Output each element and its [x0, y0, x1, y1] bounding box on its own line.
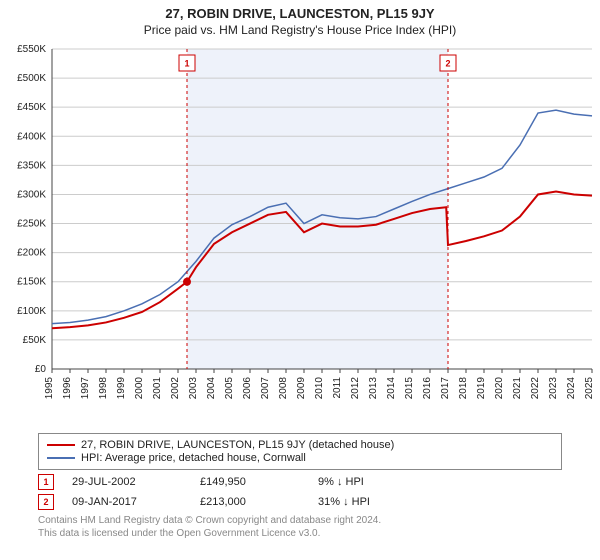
event-delta: 31% ↓ HPI [318, 496, 370, 508]
x-tick-label: 2015 [404, 377, 415, 400]
event-price: £149,950 [200, 476, 300, 488]
x-tick-label: 2014 [386, 377, 397, 400]
x-tick-label: 2018 [458, 377, 469, 400]
x-tick-label: 2021 [512, 377, 523, 400]
y-tick-label: £100K [17, 306, 46, 317]
x-tick-label: 2016 [422, 377, 433, 400]
x-tick-label: 2008 [278, 377, 289, 400]
footnote-line: This data is licensed under the Open Gov… [38, 527, 562, 540]
y-tick-label: £550K [17, 44, 46, 55]
x-tick-label: 2013 [368, 377, 379, 400]
header: 27, ROBIN DRIVE, LAUNCESTON, PL15 9JY Pr… [0, 0, 600, 39]
x-tick-label: 1996 [62, 377, 73, 400]
x-tick-label: 1999 [116, 377, 127, 400]
event-price: £213,000 [200, 496, 300, 508]
legend-item: 27, ROBIN DRIVE, LAUNCESTON, PL15 9JY (d… [47, 439, 553, 451]
legend: 27, ROBIN DRIVE, LAUNCESTON, PL15 9JY (d… [38, 433, 562, 470]
sale-point [183, 278, 191, 286]
event-delta: 9% ↓ HPI [318, 476, 364, 488]
x-tick-label: 1998 [98, 377, 109, 400]
x-tick-label: 2003 [188, 377, 199, 400]
x-tick-label: 2020 [494, 377, 505, 400]
chart-container: £0 £50K £100K £150K £200K £250K £300K £350K £400… [0, 39, 600, 429]
event-marker-label: 2 [445, 58, 450, 68]
event-date: 09-JAN-2017 [72, 496, 182, 508]
event-date: 29-JUL-2002 [72, 476, 182, 488]
x-tick-label: 2025 [584, 377, 595, 400]
y-tick-label: £200K [17, 248, 46, 259]
footnote: Contains HM Land Registry data © Crown c… [38, 514, 562, 540]
y-tick-label: £300K [17, 189, 46, 200]
legend-label: 27, ROBIN DRIVE, LAUNCESTON, PL15 9JY (d… [81, 439, 394, 451]
x-tick-label: 2001 [152, 377, 163, 400]
event-row: 2 09-JAN-2017 £213,000 31% ↓ HPI [38, 494, 562, 510]
x-tick-label: 2024 [566, 377, 577, 400]
legend-swatch [47, 444, 75, 446]
x-tick-label: 2019 [476, 377, 487, 400]
line-chart: £0 £50K £100K £150K £200K £250K £300K £350K £400… [0, 39, 600, 429]
x-tick-label: 2022 [530, 377, 541, 400]
legend-swatch [47, 457, 75, 459]
event-marker-icon: 2 [38, 494, 54, 510]
x-tick-label: 2010 [314, 377, 325, 400]
legend-label: HPI: Average price, detached house, Corn… [81, 452, 306, 464]
x-tick-label: 2006 [242, 377, 253, 400]
footnote-line: Contains HM Land Registry data © Crown c… [38, 514, 562, 527]
y-tick-label: £250K [17, 219, 46, 230]
x-tick-label: 2012 [350, 377, 361, 400]
y-tick-label: £150K [17, 277, 46, 288]
x-tick-label: 1995 [44, 377, 55, 400]
page-subtitle: Price paid vs. HM Land Registry's House … [0, 23, 600, 37]
legend-item: HPI: Average price, detached house, Corn… [47, 452, 553, 464]
x-tick-label: 2023 [548, 377, 559, 400]
event-marker-icon: 1 [38, 474, 54, 490]
x-tick-label: 2007 [260, 377, 271, 400]
event-marker-label: 1 [184, 58, 189, 68]
x-tick-label: 2017 [440, 377, 451, 400]
event-list: 1 29-JUL-2002 £149,950 9% ↓ HPI 2 09-JAN-2017… [38, 474, 562, 510]
page-title: 27, ROBIN DRIVE, LAUNCESTON, PL15 9JY [0, 6, 600, 21]
x-tick-label: 2004 [206, 377, 217, 400]
y-tick-label: £350K [17, 160, 46, 171]
x-tick-label: 1997 [80, 377, 91, 400]
x-tick-label: 2002 [170, 377, 181, 400]
y-tick-label: £0 [35, 364, 47, 375]
event-row: 1 29-JUL-2002 £149,950 9% ↓ HPI [38, 474, 562, 490]
x-tick-label: 2005 [224, 377, 235, 400]
shaded-band [187, 49, 448, 369]
x-tick-label: 2011 [332, 377, 343, 399]
y-tick-label: £50K [23, 335, 47, 346]
x-tick-label: 2000 [134, 377, 145, 400]
x-tick-label: 2009 [296, 377, 307, 400]
y-tick-label: £500K [17, 73, 46, 84]
y-tick-label: £450K [17, 102, 46, 113]
y-tick-label: £400K [17, 131, 46, 142]
